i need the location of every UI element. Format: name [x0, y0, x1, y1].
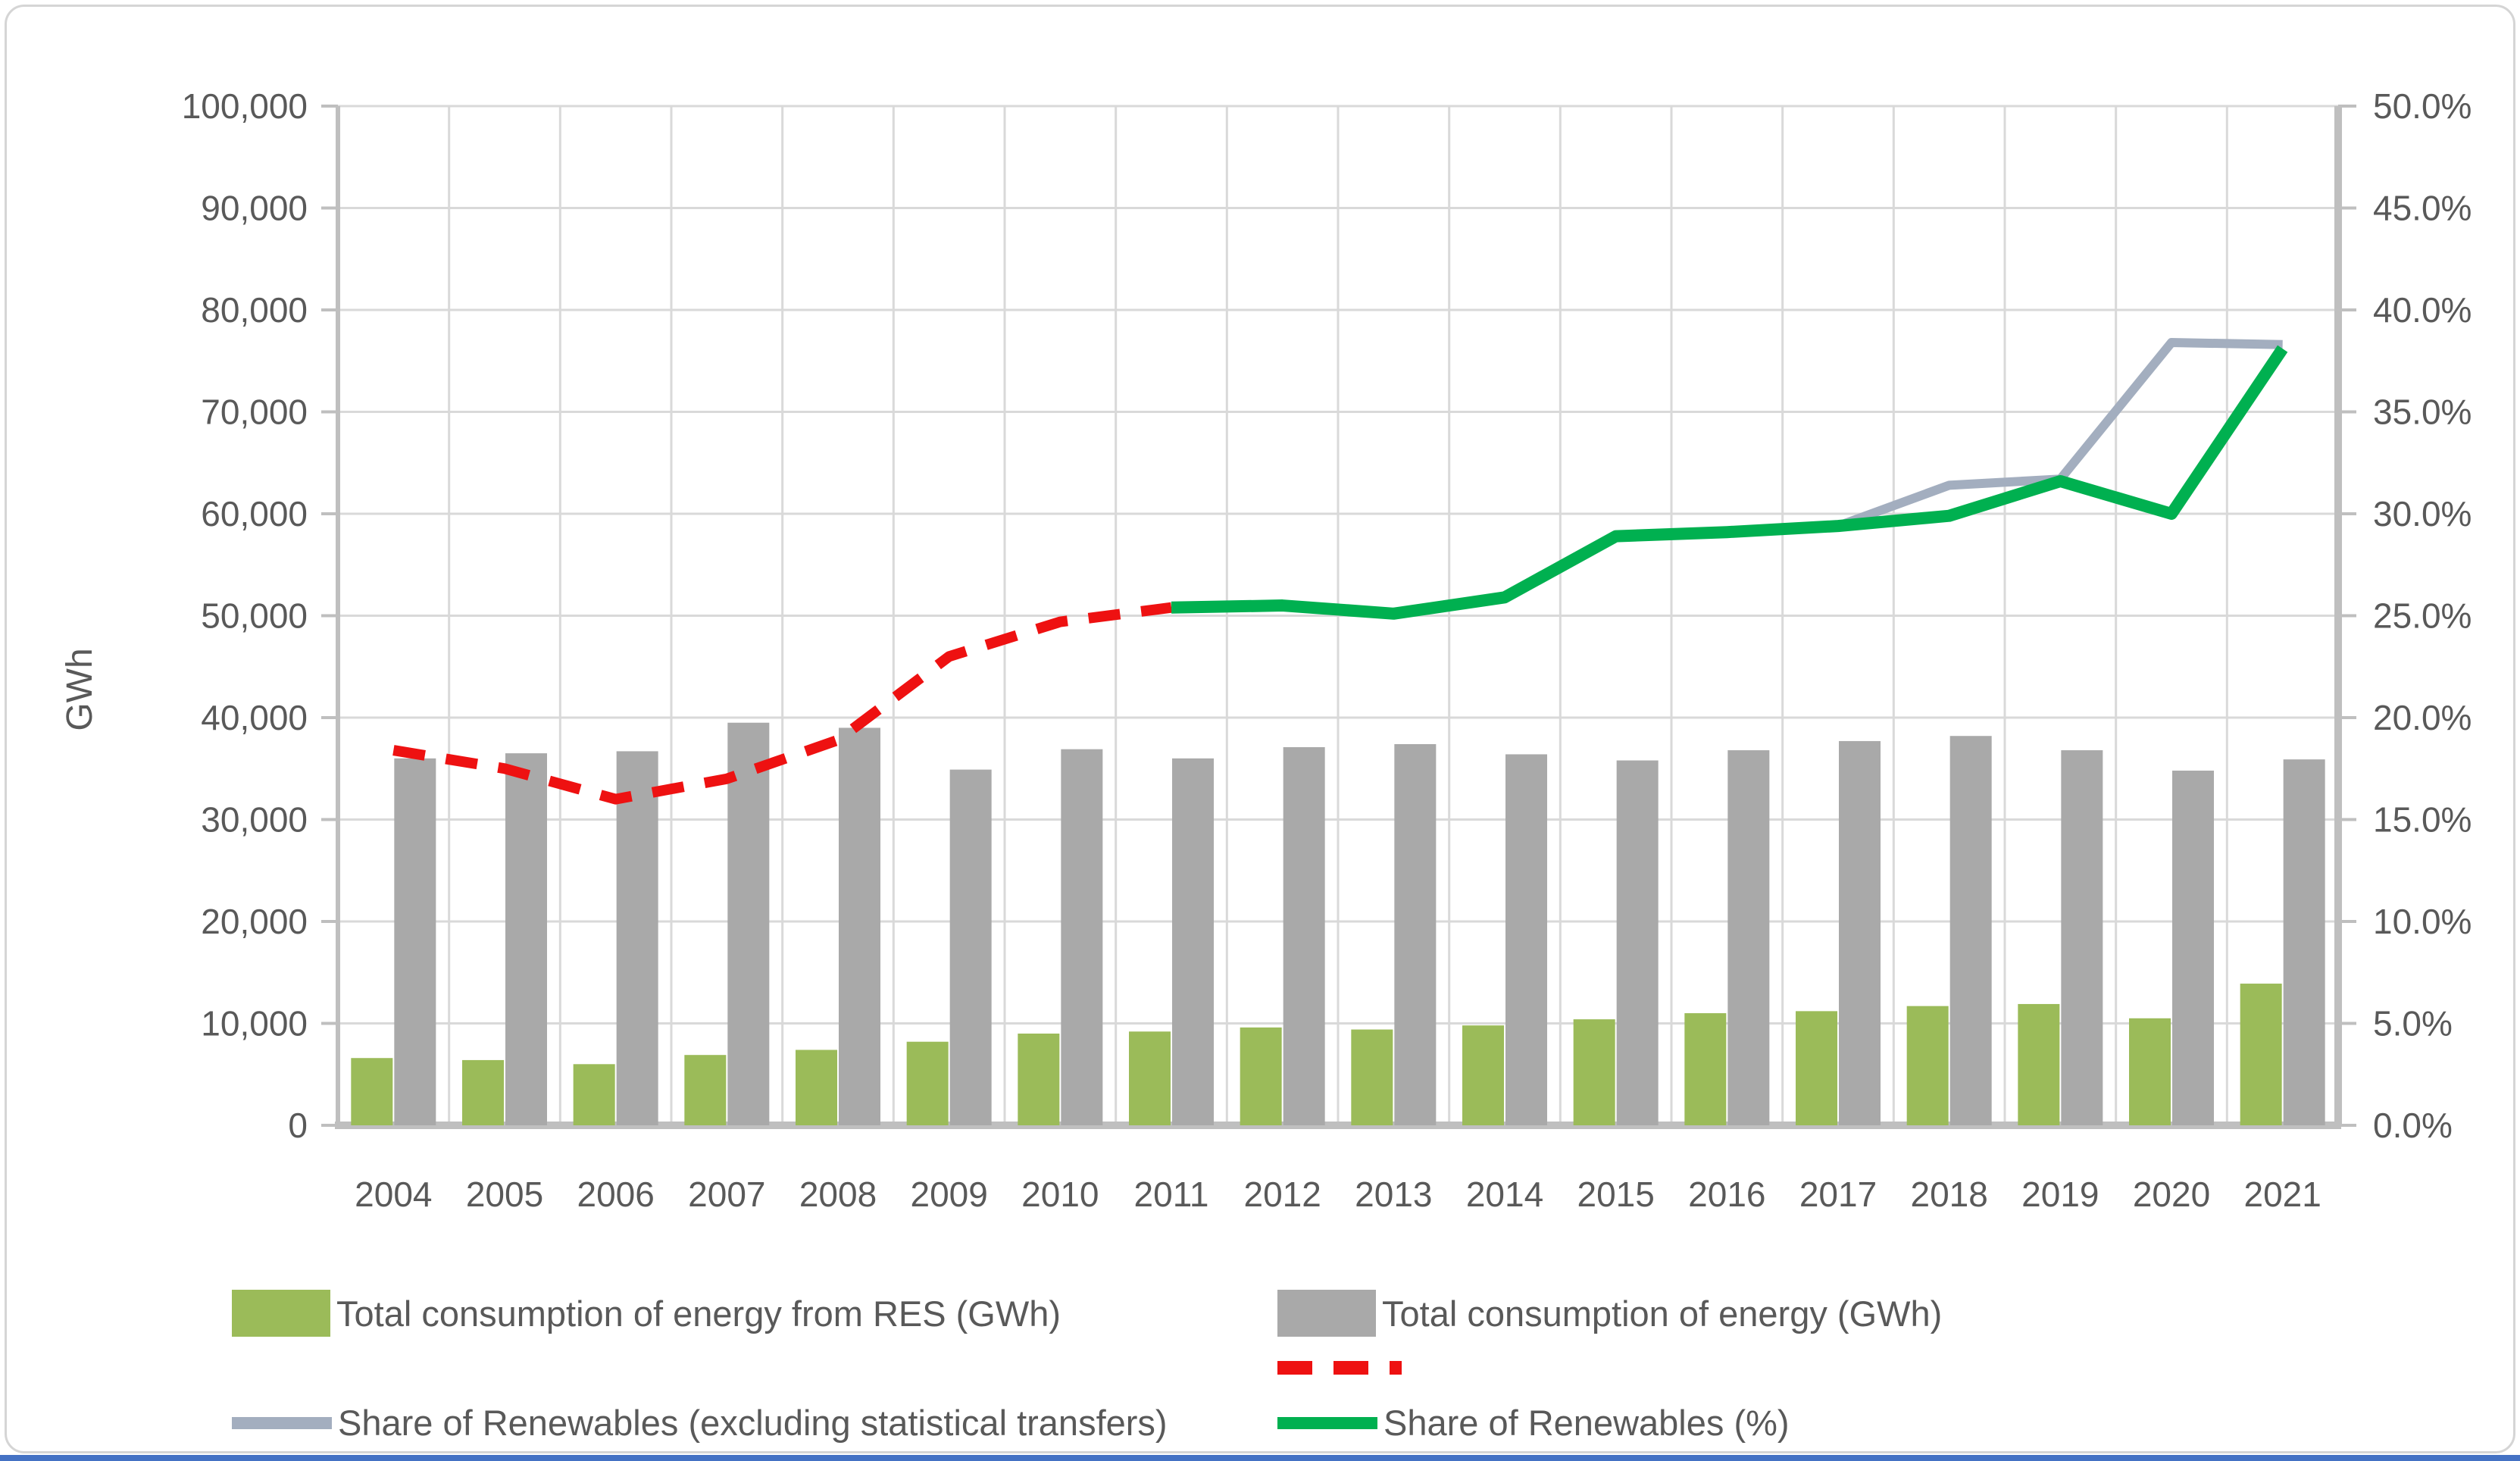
total-consumption-bar	[1949, 736, 1992, 1125]
res-consumption-bar	[1796, 1011, 1837, 1125]
res-consumption-bar	[2240, 984, 2282, 1125]
x-axis-year-label: 2015	[1577, 1175, 1654, 1214]
total-consumption-bar	[949, 769, 992, 1125]
total-consumption-bar	[505, 753, 547, 1125]
left-axis-tick-label: 100,000	[182, 86, 308, 126]
total-consumption-bar	[1061, 749, 1103, 1125]
res-consumption-bar	[573, 1064, 615, 1125]
left-axis-tick-label: 10,000	[201, 1004, 308, 1043]
total-consumption-bar	[1283, 747, 1325, 1125]
total-consumption-bar	[727, 722, 770, 1125]
legend-label: Total consumption of energy from RES (GW…	[336, 1293, 1061, 1334]
right-axis-tick-label: 30.0%	[2373, 494, 2472, 533]
left-axis-title: GWh	[60, 648, 100, 731]
right-axis-tick-label: 15.0%	[2373, 800, 2472, 840]
res-consumption-bar	[2018, 1003, 2060, 1125]
total-consumption-bar	[1727, 750, 1770, 1125]
res-consumption-bar	[1240, 1027, 1282, 1125]
legend-label: Share of Renewables (%)	[1383, 1403, 1790, 1443]
x-axis-year-label: 2007	[688, 1175, 765, 1214]
share-renewables-line	[1171, 345, 2288, 620]
total-consumption-bar	[1394, 743, 1437, 1125]
total-consumption-bar	[1839, 740, 1881, 1125]
total-consumption-bar	[1172, 758, 1214, 1125]
left-axis-tick-label: 20,000	[201, 902, 308, 941]
res-consumption-bar	[1018, 1033, 1060, 1125]
share-renewables-dashed-line	[392, 602, 1172, 805]
res-consumption-bar	[2129, 1018, 2171, 1125]
left-axis-tick-label: 70,000	[201, 393, 308, 432]
x-axis-year-label: 2019	[2021, 1175, 2099, 1214]
total-consumption-bar	[2283, 759, 2325, 1125]
x-axis-year-label: 2014	[1466, 1175, 1543, 1214]
left-axis-tick-label: 30,000	[201, 800, 308, 840]
res-consumption-bar	[1129, 1031, 1171, 1125]
res-consumption-bar	[1684, 1013, 1727, 1125]
chart-frame-border	[5, 5, 2515, 1453]
right-axis-tick-label: 0.0%	[2373, 1106, 2453, 1145]
right-axis-tick-label: 50.0%	[2373, 86, 2472, 126]
left-axis-tick-label: 0	[288, 1106, 308, 1145]
x-axis-year-label: 2009	[910, 1175, 987, 1214]
legend-label: Total consumption of energy (GWh)	[1382, 1293, 1943, 1334]
res-consumption-bar	[906, 1041, 949, 1125]
res-consumption-bar	[1351, 1029, 1393, 1125]
x-axis-year-label: 2011	[1134, 1175, 1209, 1214]
left-axis-tick-label: 50,000	[201, 596, 308, 636]
x-axis-year-label: 2016	[1688, 1175, 1765, 1214]
res-consumption-bar	[684, 1055, 727, 1125]
left-axis-tick-label: 40,000	[201, 698, 308, 737]
x-axis-year-label: 2005	[466, 1175, 543, 1214]
legend-item-share-excluding-transfers: Share of Renewables (excluding statistic…	[232, 1402, 1168, 1444]
legend-item-share-dashed	[1277, 1361, 1402, 1375]
right-axis-tick-label: 10.0%	[2373, 902, 2472, 941]
x-axis-year-label: 2006	[577, 1175, 654, 1214]
bottom-blue-strip	[0, 1455, 2520, 1461]
total-consumption-bar	[2061, 750, 2103, 1125]
legend-item-res-consumption: Total consumption of energy from RES (GW…	[232, 1290, 1061, 1337]
res-bar-swatch	[232, 1290, 330, 1337]
x-axis-year-label: 2012	[1243, 1175, 1321, 1214]
x-axis-year-label: 2004	[355, 1175, 432, 1214]
res-consumption-bar	[1573, 1019, 1615, 1125]
left-axis-tick-label: 60,000	[201, 494, 308, 533]
res-consumption-bar	[1462, 1025, 1504, 1125]
right-axis-tick-label: 35.0%	[2373, 393, 2472, 432]
x-axis-year-label: 2010	[1021, 1175, 1099, 1214]
x-axis-year-label: 2013	[1355, 1175, 1432, 1214]
right-axis-tick-label: 45.0%	[2373, 189, 2472, 228]
x-axis-year-label: 2008	[799, 1175, 877, 1214]
res-consumption-bar	[1906, 1006, 1949, 1125]
right-axis-tick-label: 20.0%	[2373, 698, 2472, 737]
total-consumption-bar	[2172, 770, 2214, 1125]
res-consumption-bar	[796, 1050, 837, 1125]
left-axis-tick-label: 90,000	[201, 189, 308, 228]
legend-item-total-consumption: Total consumption of energy (GWh)	[1277, 1290, 1942, 1337]
left-axis-tick-label: 80,000	[201, 290, 308, 330]
slate-line-swatch	[232, 1416, 332, 1429]
res-consumption-bar	[351, 1058, 393, 1125]
legend-label: Share of Renewables (excluding statistic…	[338, 1403, 1168, 1443]
total-consumption-bar	[1616, 760, 1659, 1125]
total-consumption-bar	[839, 727, 880, 1125]
green-line-swatch	[1277, 1416, 1377, 1429]
red-dashed-line-swatch	[1277, 1361, 1402, 1375]
share-excluding-transfers-line	[1836, 338, 2283, 530]
right-axis-tick-label: 5.0%	[2373, 1004, 2453, 1043]
legend-item-share-renewables: Share of Renewables (%)	[1277, 1402, 1790, 1444]
x-axis-year-label: 2017	[1799, 1175, 1877, 1214]
total-bar-swatch	[1277, 1290, 1376, 1337]
total-consumption-bar	[1505, 754, 1547, 1125]
right-axis-tick-label: 25.0%	[2373, 596, 2472, 636]
res-consumption-bar	[462, 1059, 504, 1125]
x-axis-year-label: 2021	[2243, 1175, 2321, 1214]
x-axis-year-label: 2020	[2133, 1175, 2210, 1214]
right-axis-tick-label: 40.0%	[2373, 290, 2472, 330]
total-consumption-bar	[394, 758, 436, 1125]
x-axis-year-label: 2018	[1910, 1175, 1987, 1214]
total-consumption-bar	[616, 751, 658, 1125]
